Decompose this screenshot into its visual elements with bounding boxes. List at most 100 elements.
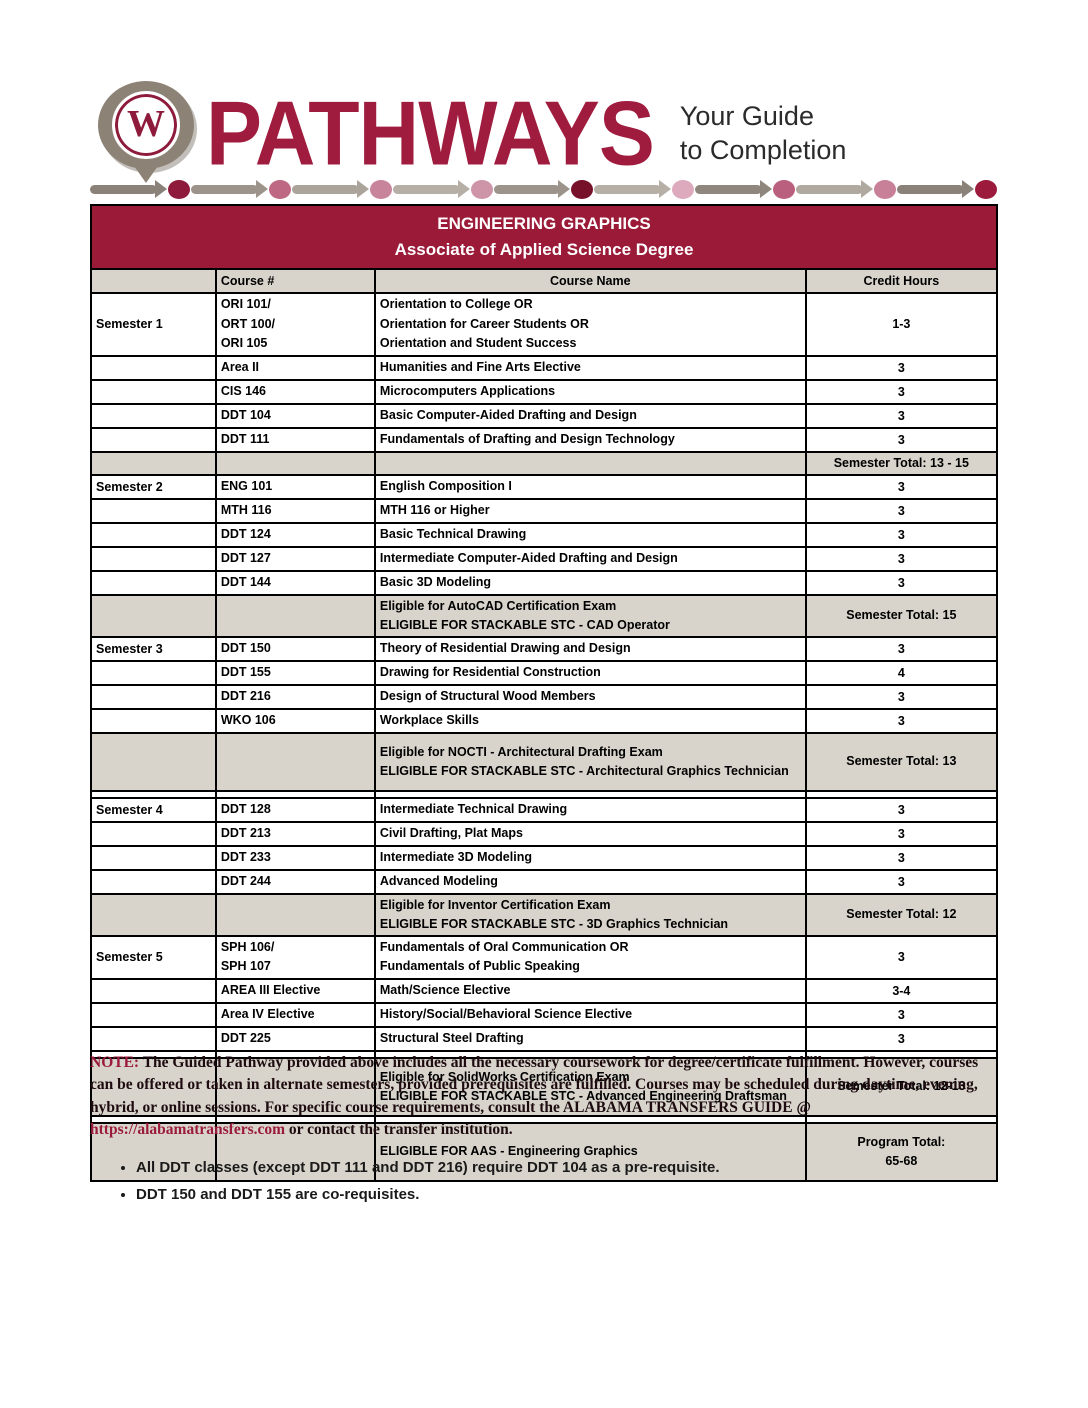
course-name: History/Social/Behavioral Science Electi… [379,1006,633,1021]
semester-cell [90,545,217,572]
course-number: DDT 127 [220,550,271,565]
course-number-cell: ORI 101/ORT 100/ORI 105 [214,292,376,357]
credit-hours-cell: 3 [804,545,999,572]
credit-hours-cell: 3 [804,569,999,596]
table-row: DDT 213 Civil Drafting, Plat Maps 3 [90,820,999,847]
spacer-cell [373,1114,807,1124]
semester-cell [90,868,217,895]
arrow-head-icon [659,180,672,198]
arrow-shaft [695,184,763,194]
table-row: Semester 2 ENG 101 English Composition I 3 [90,473,999,500]
course-number-cell: DDT 144 [214,569,376,596]
course-name: Basic Computer-Aided Drafting and Design [379,407,637,422]
course-name-cell: Fundamentals of Oral Communication OR Fun… [373,934,807,980]
course-number: DDT 128 [220,801,271,816]
table-row: DDT 127 Intermediate Computer-Aided Draft… [90,545,999,572]
course-name-cell: Civil Drafting, Plat Maps [373,820,807,847]
total-cell: Semester Total: 13 - 15 [804,450,999,476]
credit-hours-cell: 3 [804,1001,999,1028]
table-row: DDT 216 Design of Structural Wood Members… [90,683,999,710]
table-row: DDT 124 Basic Technical Drawing 3 [90,521,999,548]
path-dot [470,179,493,199]
semester-cell: Semester 2 [90,473,217,500]
table-row: DDT 104 Basic Computer-Aided Drafting and… [90,402,999,429]
path-segment [493,179,595,199]
header-course-name: Course Name [373,268,807,294]
course-name: Intermediate Technical Drawing [379,801,568,816]
degree-title: Associate of Applied Science Degree [394,240,694,259]
course-number-cell: DDT 128 [214,796,376,823]
spacer-cell [373,789,807,799]
course-number: DDT 233 [220,849,271,864]
table-row: DDT 144 Basic 3D Modeling 3 [90,569,999,596]
note-body-1: The Guided Pathway provided above includ… [90,1054,979,1116]
course-number-cell: DDT 213 [214,820,376,847]
course-name-cell: Intermediate Computer-Aided Drafting and… [373,545,807,572]
spacer-cell [804,1049,999,1059]
note-body-2: or contact the transfer institution. [288,1121,513,1139]
table-title-band: ENGINEERING GRAPHICS Associate of Applie… [90,204,998,270]
path-dot [369,179,392,199]
course-name-cell: Intermediate 3D Modeling [373,844,807,871]
eligibility-text: Eligible for NOCTI - Architectural Draft… [379,744,663,759]
course-name-cell: English Composition I [373,473,807,500]
alabama-transfers-link[interactable]: https://alabamatransfers.com [90,1121,286,1139]
table-row: Semester 3 DDT 150 Theory of Residential D… [90,635,999,662]
arrow-head-icon [255,180,268,198]
total-cell: Semester Total: 15 [804,593,999,638]
eligibility-cell: Eligible for NOCTI - Architectural Draft… [373,731,807,792]
arrow-shaft [594,184,662,194]
course-number-cell: DDT 155 [214,659,376,686]
course-name: Orientation for Career Students OR [379,316,589,331]
semester-cell [90,707,217,734]
spacer-cell [214,1114,376,1124]
credit-hours-cell: 3 [804,683,999,710]
course-number: Area II [220,359,260,374]
credit-hours-cell: 3 [804,868,999,895]
course-name: Orientation to College OR [379,297,533,311]
credit-hours-cell: 3 [804,1025,999,1052]
spacer-cell [90,1114,217,1124]
path-segment [90,179,191,199]
eligibility-text: Eligible for SolidWorks Certification Ex… [379,1069,630,1084]
course-number: DDT 144 [220,574,271,589]
spacer-row [90,789,999,799]
path-dot [672,179,695,199]
header-credit-hours: Credit Hours [804,268,999,294]
course-name: Structural Steel Drafting [379,1030,524,1045]
course-name-cell: Workplace Skills [373,707,807,734]
semester-total-row: Semester Total: 13 - 15 [90,450,999,476]
course-name-cell: Basic 3D Modeling [373,569,807,596]
total-cell: Program Total: 65-68 [804,1121,999,1182]
semester-cell [90,1121,217,1182]
spacer-cell [90,789,217,799]
credit-hours-cell: 3 [804,934,999,980]
course-number-cell: CIS 146 [214,378,376,405]
credit-hours-cell: 3 [804,402,999,429]
path-segment [594,179,695,199]
table-row: DDT 244 Advanced Modeling 3 [90,868,999,895]
table-row: Semester 1 ORI 101/ORT 100/ORI 105 Orienta… [90,292,999,357]
semester-cell [90,521,217,548]
total-text: Semester Total: 12 [846,907,957,921]
path-segment [392,179,494,199]
course-name: Microcomputers Applications [379,383,556,398]
semester-cell [90,1025,217,1052]
brand-title: PATHWAYS [206,82,655,184]
course-name-cell: Basic Technical Drawing [373,521,807,548]
arrow-head-icon [457,180,470,198]
degree-table: ENGINEERING GRAPHICS Associate of Applie… [90,204,999,1182]
course-name-cell: Intermediate Technical Drawing [373,796,807,823]
course-number-cell: DDT 233 [214,844,376,871]
course-number: ORI 105 [220,336,268,350]
course-number: Area IV Elective [220,1006,315,1021]
course-number-cell: DDT 244 [214,868,376,895]
semester-total-row: Eligible for Inventor Certification Exam… [90,892,999,937]
spacer-row [90,1114,999,1124]
course-number: ORT 100/ [220,316,275,331]
course-name-cell: Basic Computer-Aided Drafting and Design [373,402,807,429]
semester-cell [90,593,217,638]
table-row: DDT 233 Intermediate 3D Modeling 3 [90,844,999,871]
logo-letter: W [127,103,165,145]
credit-hours-cell: 3 [804,796,999,823]
